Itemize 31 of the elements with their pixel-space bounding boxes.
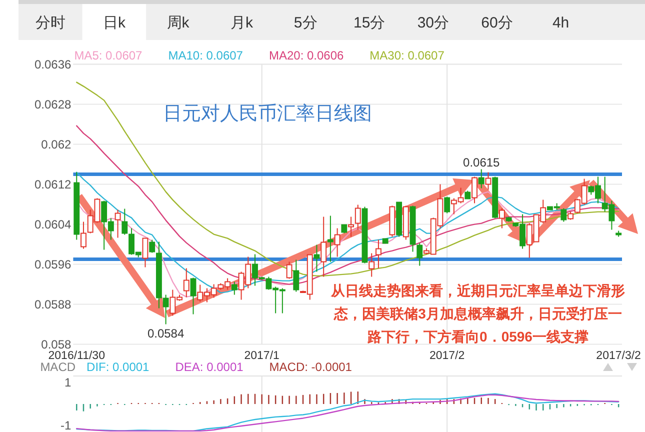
x-tick-label: 2016/11/30	[48, 350, 105, 362]
category-label: 日k	[102, 14, 126, 32]
y-tick-label: 0.0604	[34, 218, 72, 232]
tab-label: 月k	[230, 14, 254, 32]
x-tick-label: 2017/3/2	[596, 350, 641, 362]
y-tick-label: 0.0612	[34, 178, 72, 192]
y-tick-label: 1	[64, 376, 72, 390]
y-tick-label: 0.058	[41, 338, 72, 352]
chart-title: MACD	[40, 360, 76, 374]
x-tick-label: 2017/2	[429, 350, 465, 362]
y-tick-label: -1	[60, 418, 72, 432]
tab-label: 周k	[166, 14, 190, 32]
x-tick-label: 2017/1	[244, 350, 280, 362]
tab-label: 4h	[552, 14, 570, 32]
tab: 日k	[82, 4, 146, 40]
tab-label: 分时	[35, 14, 66, 32]
legend: MA5: 0.0607 MA10: 0.0607 MA20: 0.0606 MA30: 0.0607	[74, 48, 444, 62]
y-tick-label: 0.062	[41, 138, 72, 152]
tab-label: 30分	[417, 14, 450, 32]
legend: DIF: 0.0001 DEA: 0.0001 MACD: -0.0001	[86, 360, 352, 374]
annotation: 从日线走势图来看，近期日元汇率呈单边下滑形态，因美联储3月加息概率飙升，日元受打压一路下行，下方看向0．0596一线支撑	[330, 282, 625, 344]
tab-label: 15分	[354, 14, 386, 32]
annotation: 0.0584	[147, 326, 184, 340]
annotation: 0.0615	[463, 155, 500, 170]
y-tick-label: 0.0628	[34, 98, 72, 112]
y-tick-label: 0.0636	[34, 58, 72, 72]
tab-label: 60分	[481, 14, 513, 32]
tab-label: 5分	[294, 14, 318, 32]
y-tick-label: 0.0596	[34, 258, 72, 272]
y-tick-label: 0.0588	[34, 298, 72, 312]
text: 日元对人民币汇率日线图	[163, 102, 372, 124]
